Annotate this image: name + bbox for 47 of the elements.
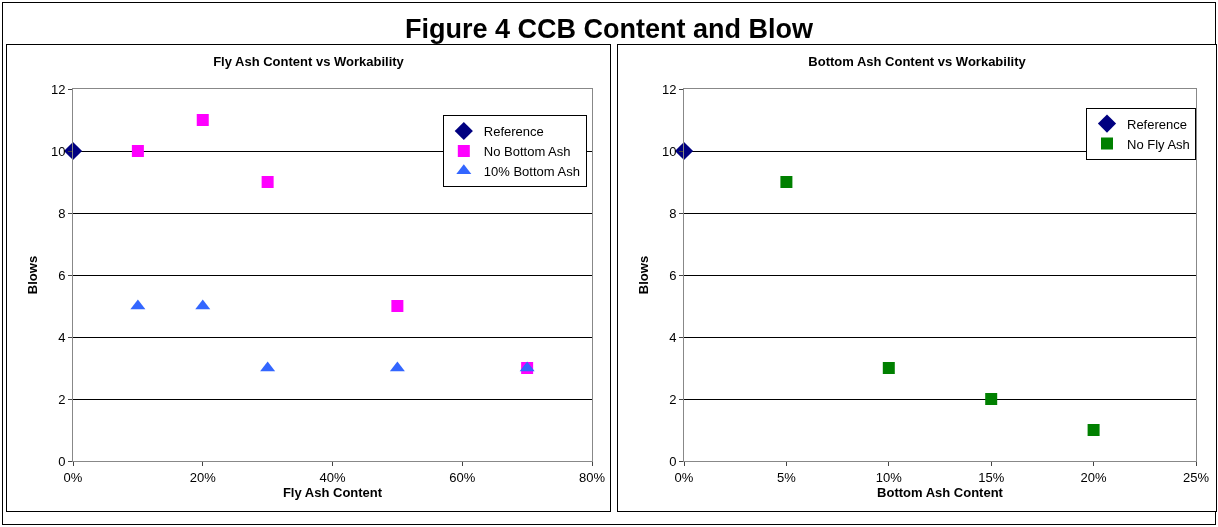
y-tick-label: 0: [669, 453, 677, 469]
y-tick-label: 2: [669, 391, 677, 407]
point: [674, 141, 694, 161]
y-tick-label: 10: [661, 143, 677, 159]
y-tick-label: 10: [50, 143, 66, 159]
x-axis-title: Fly Ash Content: [282, 485, 383, 501]
x-tick-label: 5%: [777, 469, 797, 485]
chart-title: Bottom Ash Content vs Workability: [808, 53, 1027, 69]
legend-label: No Fly Ash: [1127, 136, 1190, 152]
x-axis-title: Bottom Ash Content: [877, 485, 1004, 501]
y-tick-label: 0: [58, 453, 66, 469]
legend-label: No Bottom Ash: [483, 143, 571, 159]
caption: Figure 4 CCB Content and Blow: [404, 14, 814, 45]
y-tick-label: 2: [58, 391, 66, 407]
y-tick-label: 6: [669, 267, 677, 283]
point: [131, 145, 144, 157]
x-tick-label: 0%: [63, 469, 83, 485]
x-tick-label: 40%: [319, 469, 346, 485]
y-tick-label: 8: [58, 205, 66, 221]
y-tick-label: 8: [669, 205, 677, 221]
point: [882, 362, 895, 374]
x-tick-label: 20%: [189, 469, 217, 485]
point: [780, 176, 793, 188]
x-tick-label: 20%: [1080, 469, 1108, 485]
y-tick-label: 4: [58, 329, 66, 345]
legend-label: Reference: [483, 124, 544, 140]
point: [391, 300, 404, 312]
x-tick-label: 15%: [978, 469, 1005, 485]
x-tick-label: 60%: [449, 469, 476, 485]
point: [63, 141, 83, 161]
x-tick-label: 0%: [674, 469, 694, 485]
y-axis-title: Blows: [635, 255, 651, 295]
y-tick-label: 6: [58, 267, 66, 283]
legend-label: Reference: [1127, 116, 1187, 132]
legend-label: 10% Bottom Ash: [483, 163, 580, 179]
point: [261, 176, 274, 188]
point: [1087, 424, 1100, 436]
y-tick-label: 12: [50, 81, 66, 97]
x-tick-label: 25%: [1182, 469, 1210, 485]
x-tick-label: 80%: [578, 469, 606, 485]
x-tick-label: 10%: [875, 469, 903, 485]
point: [985, 393, 998, 405]
y-tick-label: 4: [669, 329, 677, 345]
y-axis-title: Blows: [24, 255, 40, 295]
point: [196, 114, 209, 126]
chart-title: Fly Ash Content vs Workability: [213, 53, 405, 69]
y-tick-label: 12: [661, 81, 677, 97]
